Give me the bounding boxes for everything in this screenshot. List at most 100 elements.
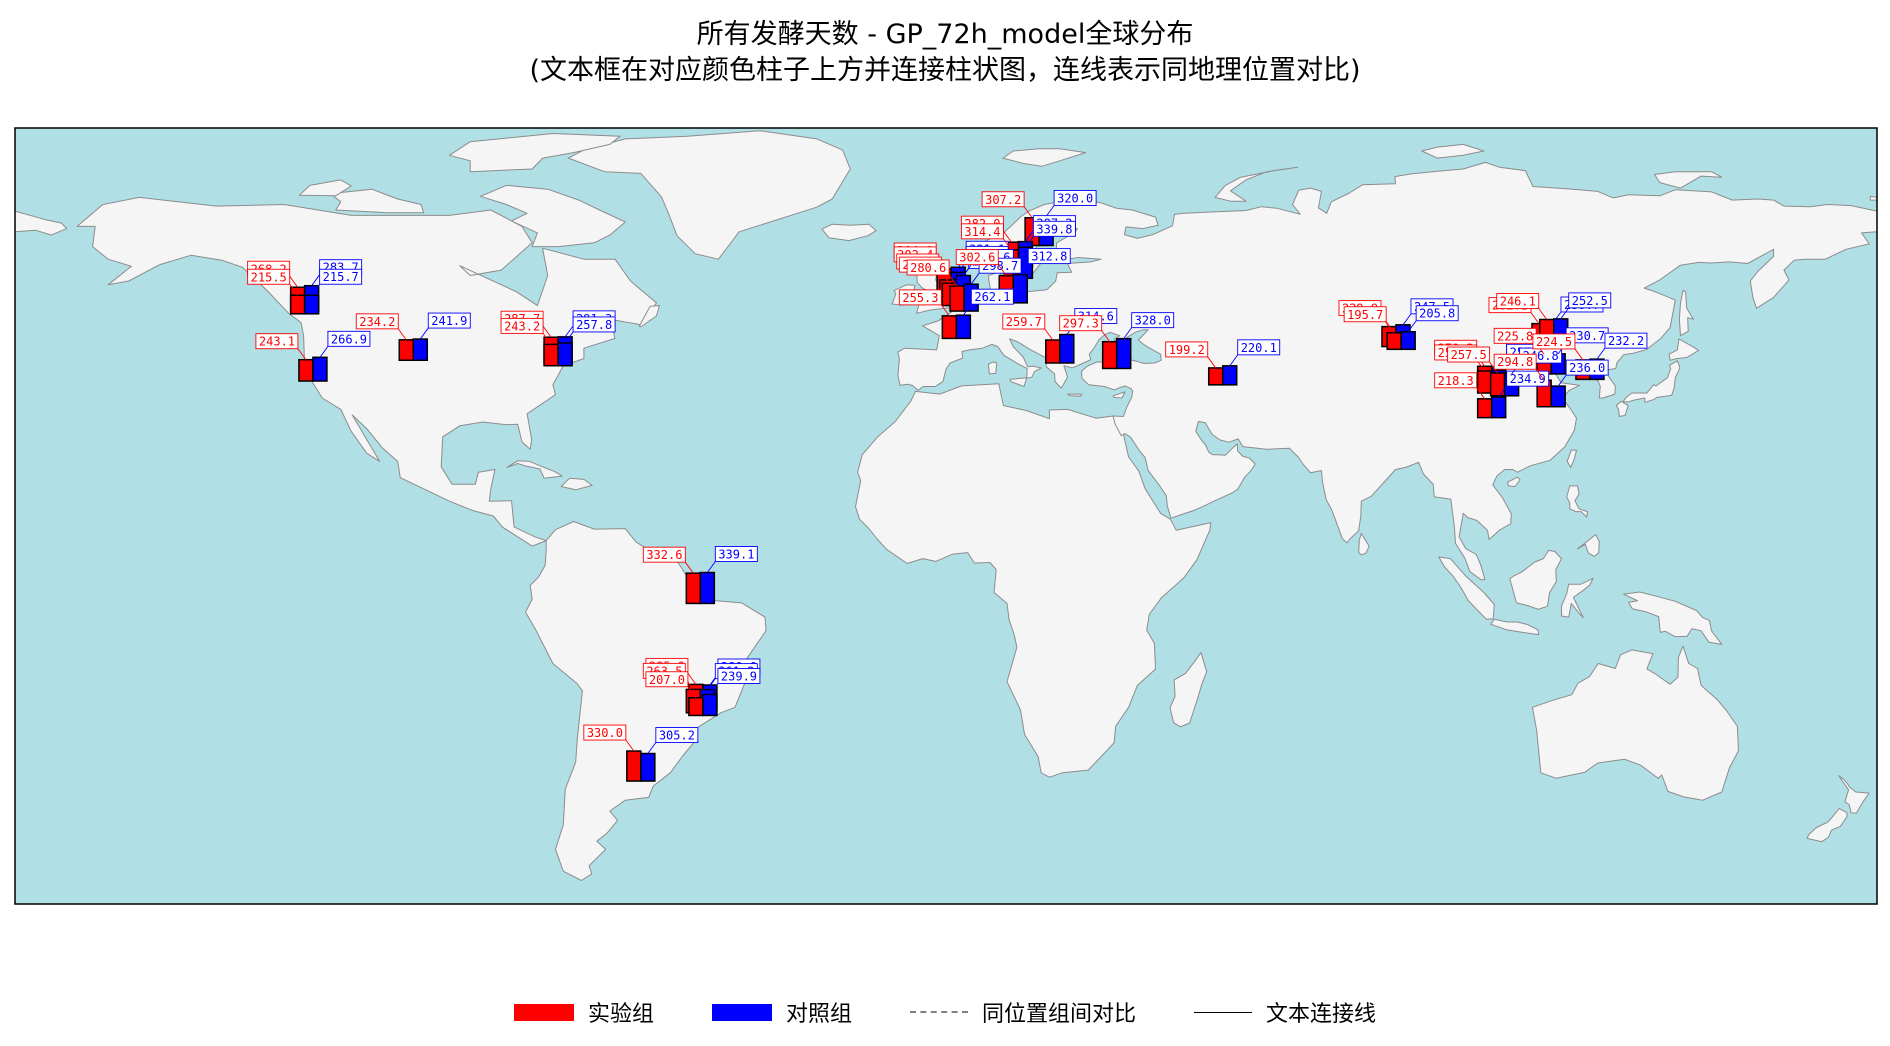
text-connector-line [542, 325, 552, 338]
text-connector-line [687, 673, 697, 685]
landmass-hainan [1507, 476, 1521, 487]
label-text: 236.0 [1569, 361, 1605, 375]
text-connector-line [962, 264, 972, 276]
landmass-borneo [1509, 549, 1562, 610]
legend-item-text-line: 文本连接线 [1194, 996, 1376, 1028]
label-text: 241.9 [431, 314, 467, 328]
label-text: 259.7 [1006, 315, 1042, 329]
label-box [500, 317, 544, 334]
label-text: 257.5 [1451, 348, 1487, 362]
label-box [1002, 313, 1046, 330]
text-connector-line [319, 346, 329, 358]
landmass-baffin-island [480, 184, 626, 248]
label-box [1434, 372, 1478, 389]
bar-pair-6 [685, 571, 716, 605]
label-text: 305.2 [659, 729, 695, 743]
value-label-experiment: 332.6 [642, 546, 694, 574]
value-label-experiment: 243.2 [500, 317, 552, 345]
value-label-control: 232.2 [1596, 332, 1648, 360]
legend-label-experiment: 实验组 [587, 1002, 654, 1027]
value-label-control: 266.9 [319, 330, 371, 358]
text-connector-line [1560, 307, 1570, 320]
label-text: 239.9 [721, 669, 757, 683]
legend-label-compare-line: 同位置组间对比 [982, 1002, 1137, 1027]
bar-pair-22 [1101, 337, 1132, 370]
label-box [1237, 339, 1281, 356]
landmass-crete [1067, 393, 1083, 397]
label-box [583, 724, 627, 741]
bar-experiment [1045, 339, 1061, 364]
value-label-experiment: 257.5 [1447, 346, 1498, 374]
value-label-experiment: 199.2 [1165, 341, 1217, 369]
landmass-australia [1532, 645, 1739, 801]
text-connector-line [542, 333, 552, 345]
label-box [1032, 220, 1076, 237]
label-box [1053, 190, 1097, 206]
label-box [1131, 312, 1175, 329]
text-connector-line [970, 272, 980, 285]
label-box [1343, 306, 1387, 323]
value-label-experiment: 224.5 [1532, 333, 1584, 361]
value-label-control: 339.1 [706, 546, 758, 573]
legend-item-experiment: 实验组 [513, 996, 654, 1028]
text-connector-line [647, 742, 657, 754]
label-box [355, 313, 399, 330]
label-text: 320.0 [1057, 191, 1093, 205]
label-box [642, 546, 686, 563]
text-connector-line [311, 283, 321, 296]
label-box [981, 191, 1025, 208]
landmass-taiwan [1566, 449, 1577, 468]
text-connector-line [1385, 321, 1395, 334]
bar-control [303, 294, 320, 315]
value-label-control: 257.8 [564, 316, 616, 344]
bar-control [1115, 337, 1132, 370]
landmass-ellesmere-island [449, 133, 621, 173]
landmass-sardinia [987, 361, 998, 375]
value-label-experiment: 280.6 [906, 259, 958, 287]
text-connector-line [289, 275, 299, 288]
text-connector-line [940, 304, 950, 317]
label-box [255, 333, 299, 350]
text-connector-line [1498, 385, 1508, 398]
text-connector-line [1552, 311, 1562, 324]
landmass-new-siberian-islands [1654, 171, 1723, 189]
landmass-japan-hokkaido [1668, 338, 1700, 361]
text-connector-line [687, 686, 697, 699]
bar-experiment [298, 358, 314, 382]
landmass-japan-honshu [1622, 360, 1681, 403]
label-text: 280.6 [910, 261, 946, 275]
legend-item-compare-line: 同位置组间对比 [910, 996, 1136, 1028]
landmass-newfoundland [638, 305, 660, 328]
legend-solid-line [1194, 1011, 1253, 1013]
value-label-experiment: 297.3 [1059, 315, 1111, 342]
label-text: 312.8 [1031, 250, 1067, 264]
map-frame [14, 127, 1878, 905]
bar-pair-28 [1476, 396, 1507, 419]
label-text: 243.1 [259, 335, 295, 349]
bar-experiment [1101, 340, 1118, 370]
label-box [645, 671, 689, 688]
label-box [1165, 341, 1209, 358]
value-label-experiment: 307.2 [981, 191, 1033, 219]
bar-experiment [543, 343, 559, 367]
landmass-iceland [821, 223, 877, 242]
value-label-control: 205.8 [1407, 305, 1459, 333]
label-text: 262.1 [974, 290, 1010, 304]
value-label-experiment: 215.5 [247, 268, 299, 296]
value-label-control: 339.8 [1025, 220, 1076, 248]
text-connector-line [1476, 387, 1486, 400]
label-text: 207.0 [649, 673, 685, 687]
label-text: 232.2 [1608, 334, 1644, 348]
legend-label-text-line: 文本连接线 [1266, 1002, 1377, 1027]
text-connector-line [625, 739, 635, 752]
bar-experiment [688, 697, 704, 717]
label-text: 205.8 [1419, 307, 1455, 321]
landmass-new-zealand-south [1806, 807, 1848, 843]
landmass-philippines-luzon [1566, 485, 1588, 518]
landmass-new-zealand-north [1838, 775, 1870, 814]
value-label-control: 220.1 [1229, 339, 1281, 367]
bar-control [1221, 365, 1238, 386]
text-connector-line [1025, 230, 1034, 242]
legend-item-control: 对照组 [711, 996, 852, 1028]
label-box [1506, 370, 1550, 387]
